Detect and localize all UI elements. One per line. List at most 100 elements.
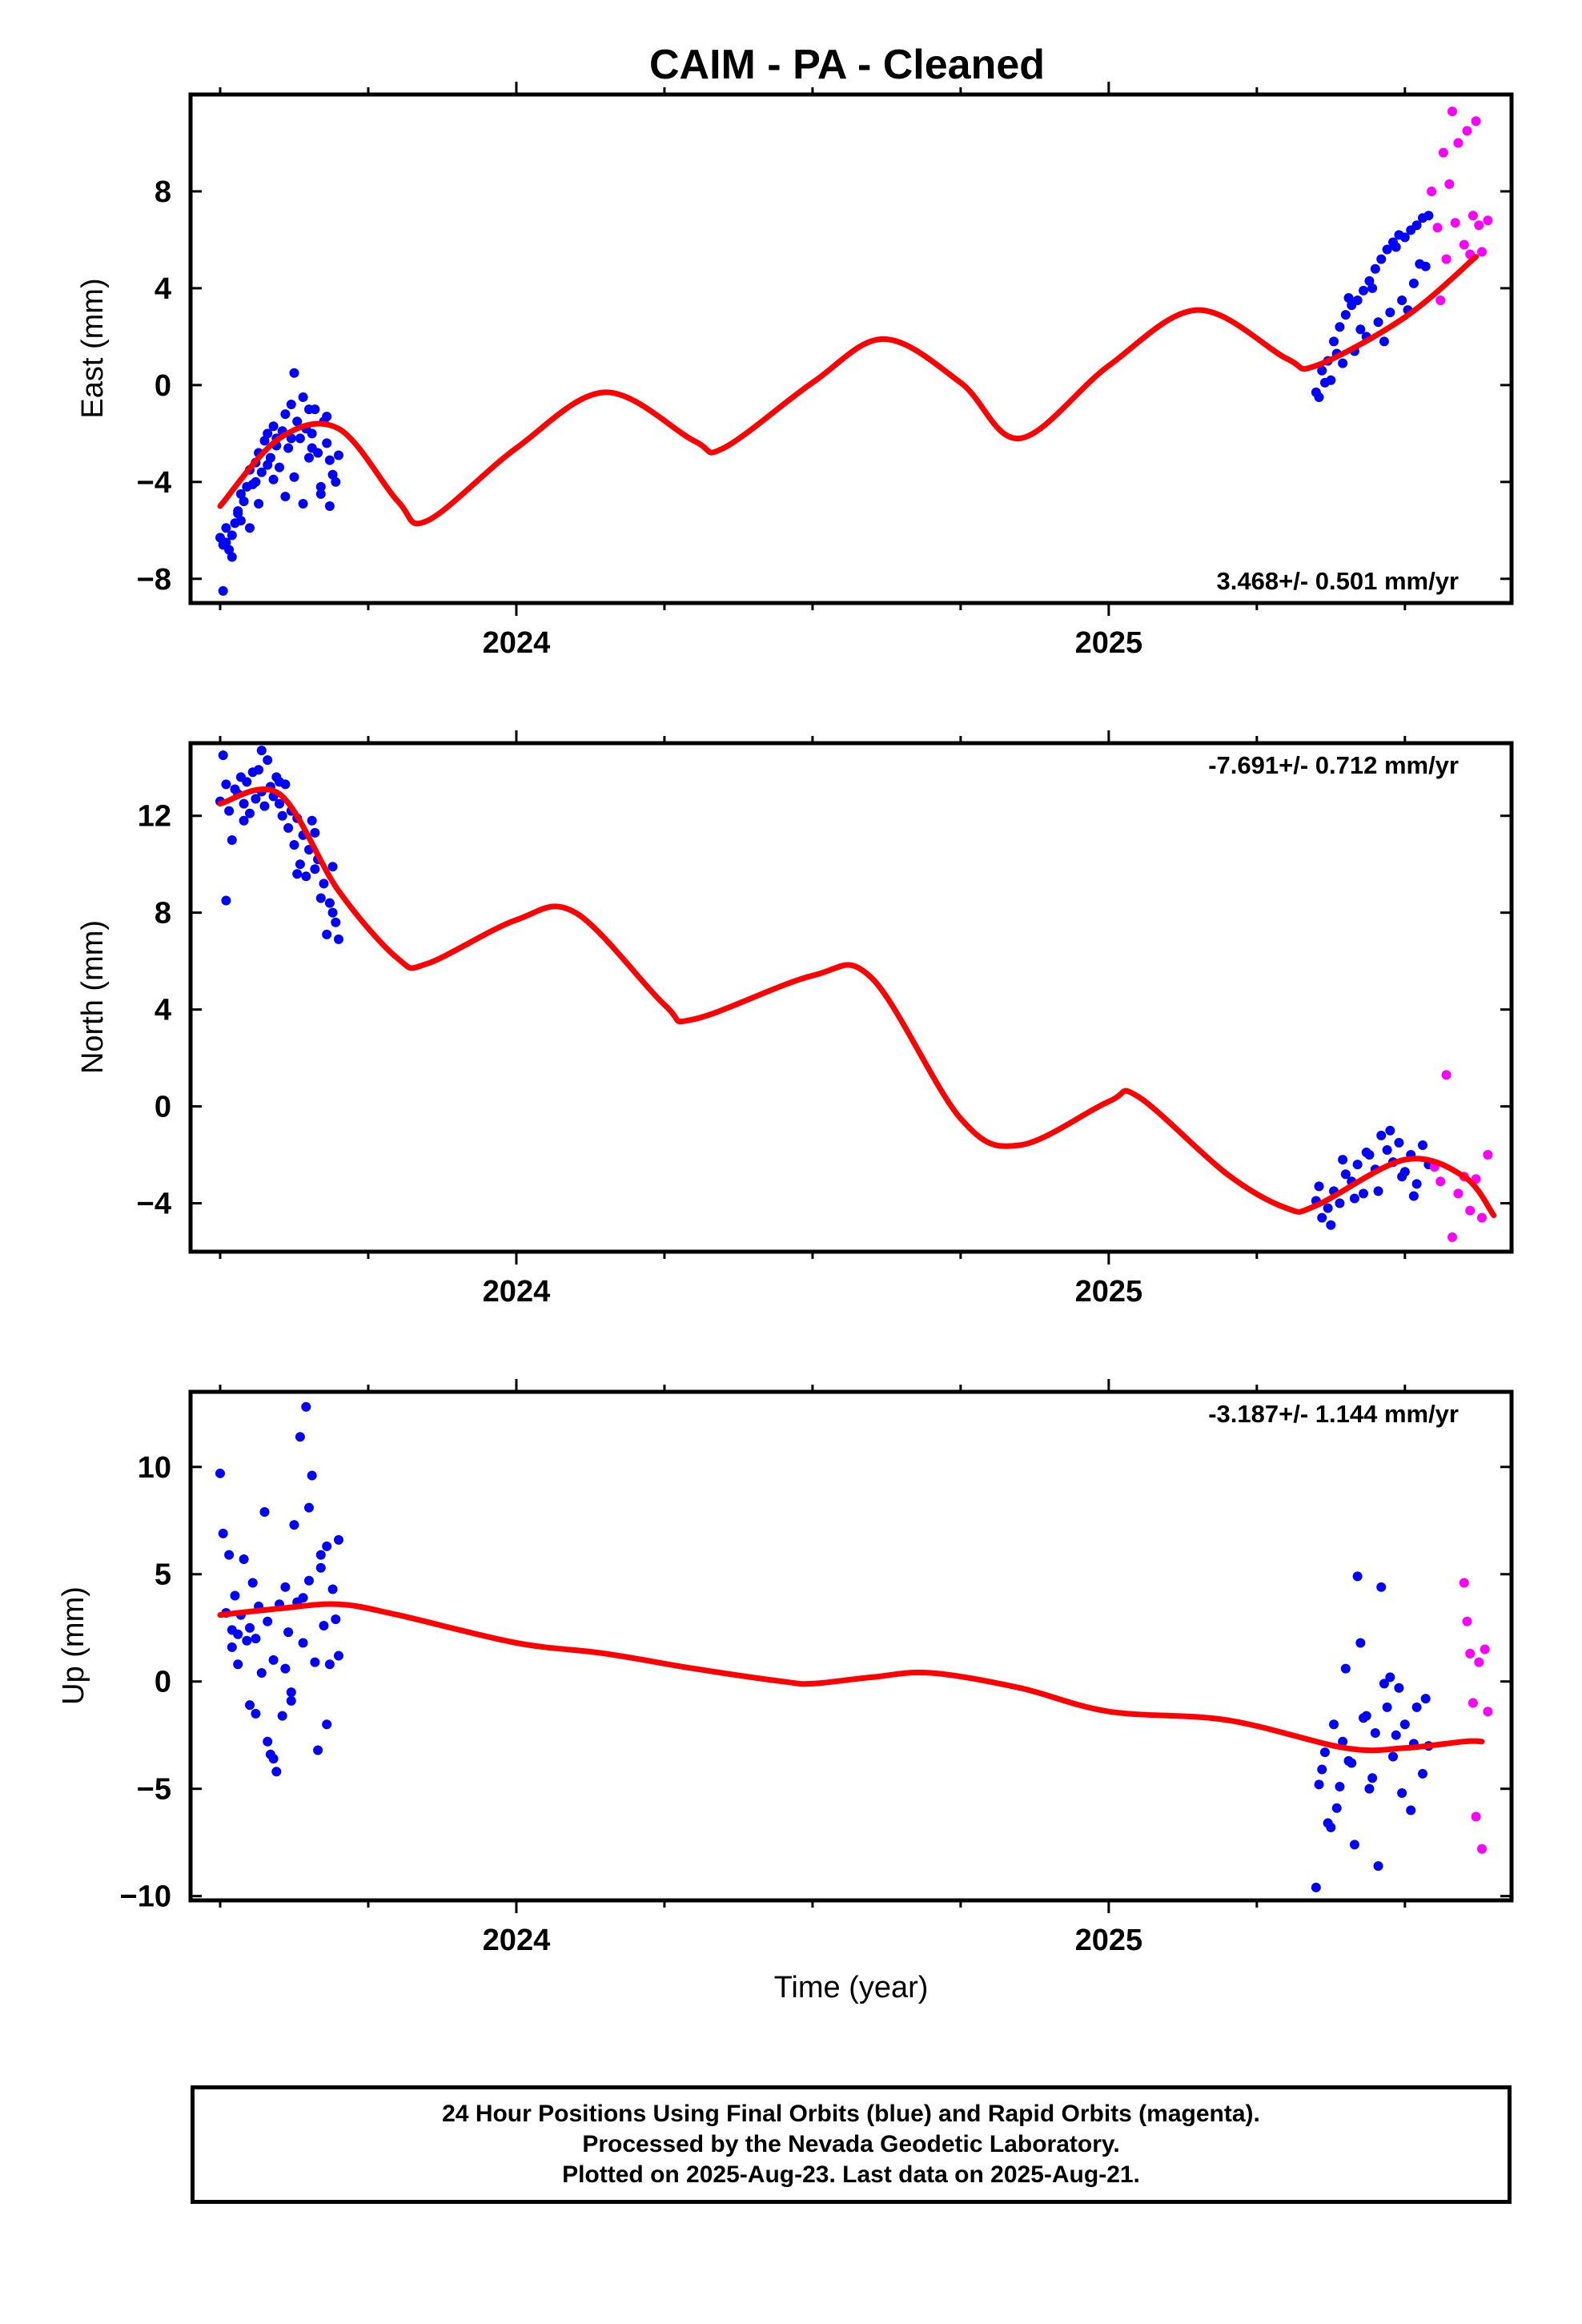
east-final-point — [283, 443, 294, 453]
up-final-point — [298, 1593, 308, 1603]
north-final-point — [283, 822, 294, 833]
east-final-point — [235, 489, 246, 499]
east-final-point — [239, 497, 249, 506]
up-final-point — [1397, 1788, 1407, 1799]
east-rapid-point — [1474, 220, 1484, 231]
east-final-point — [303, 452, 314, 463]
north-final-point — [1373, 1186, 1383, 1196]
north-final-point — [292, 869, 303, 879]
up-final-point — [1319, 1747, 1330, 1758]
up-final-point — [1343, 1755, 1354, 1766]
east-final-point — [224, 545, 235, 555]
north-final-point — [277, 810, 287, 821]
north-final-point — [1359, 1188, 1369, 1199]
chart-title: CAIM - PA - Cleaned — [649, 42, 1045, 88]
up-final-point — [1382, 1702, 1392, 1712]
east-final-point — [274, 462, 284, 472]
east-final-point — [333, 450, 343, 460]
caption-line-3: Plotted on 2025-Aug-23. Last data on 202… — [562, 2161, 1140, 2188]
north-final-point — [263, 755, 273, 766]
up-final-point — [286, 1687, 296, 1698]
north-final-point — [333, 934, 343, 944]
east-final-point — [227, 552, 237, 562]
north-final-point — [327, 862, 338, 872]
east-y-tick-label: 4 — [155, 272, 171, 306]
up-rapid-point — [1465, 1648, 1476, 1659]
east-final-point — [1343, 293, 1354, 303]
east-final-point — [251, 476, 261, 487]
up-final-point — [1355, 1638, 1366, 1648]
north-final-point — [221, 779, 231, 790]
north-final-point — [1314, 1181, 1324, 1192]
east-final-point — [322, 438, 332, 448]
up-final-point — [327, 1584, 338, 1594]
east-final-point — [265, 452, 275, 463]
east-final-point — [1376, 254, 1387, 264]
up-y-tick-label: −10 — [120, 1880, 171, 1914]
north-final-point — [322, 929, 332, 939]
east-final-point — [298, 499, 308, 509]
up-final-point — [289, 1520, 299, 1530]
east-final-point — [292, 416, 303, 427]
up-final-point — [1311, 1882, 1321, 1892]
east-final-point — [1335, 322, 1345, 332]
up-final-point — [280, 1582, 291, 1592]
up-final-point — [1361, 1711, 1371, 1721]
east-y-tick-label: 8 — [155, 175, 171, 209]
east-rapid-point — [1459, 239, 1469, 250]
up-final-point — [1376, 1582, 1387, 1592]
up-final-point — [242, 1635, 252, 1646]
up-final-point — [247, 1578, 258, 1588]
north-final-point — [331, 917, 341, 927]
north-final-point — [301, 871, 311, 882]
up-final-point — [277, 1711, 287, 1721]
east-final-point — [1411, 220, 1422, 231]
up-final-point — [1326, 1822, 1336, 1832]
north-final-point — [1376, 1130, 1387, 1140]
up-rapid-point — [1474, 1657, 1484, 1667]
north-final-point — [1326, 1220, 1336, 1230]
north-final-point — [274, 777, 284, 787]
up-final-point — [263, 1736, 273, 1747]
up-final-point — [286, 1695, 296, 1706]
up-rapid-point — [1462, 1616, 1472, 1626]
east-final-point — [1329, 336, 1339, 347]
up-final-point — [218, 1528, 228, 1538]
east-panel: East (mm) 3.468+/- 0.501 mm/yr −8 −4 0 4 8 20… — [76, 82, 1514, 660]
up-final-point — [1340, 1663, 1351, 1674]
north-rapid-point — [1441, 1070, 1452, 1080]
up-rapid-point — [1477, 1844, 1488, 1854]
up-final-point — [319, 1621, 329, 1631]
east-rapid-point — [1444, 179, 1455, 189]
north-final-point — [221, 895, 231, 906]
north-final-point — [227, 834, 237, 845]
north-final-point — [324, 898, 335, 908]
east-rapid-point — [1432, 223, 1443, 233]
east-final-point — [324, 455, 335, 465]
up-final-point — [1370, 1728, 1380, 1739]
north-final-point — [1394, 1137, 1404, 1148]
up-final-point — [227, 1642, 237, 1652]
north-final-point — [1397, 1172, 1407, 1182]
up-final-point — [230, 1590, 240, 1601]
up-final-point — [295, 1432, 305, 1442]
up-rate-label: -3.187+/- 1.144 mm/yr — [1208, 1400, 1459, 1428]
east-final-point — [315, 481, 326, 492]
up-plot-frame — [188, 1389, 1514, 1903]
north-final-point — [1418, 1140, 1428, 1150]
up-final-point — [1418, 1768, 1428, 1779]
north-final-point — [1335, 1198, 1345, 1208]
east-rapid-point — [1435, 296, 1446, 306]
east-rapid-point — [1447, 107, 1458, 117]
east-final-point — [1385, 308, 1395, 318]
up-marks: −10 −5 0 5 10 2024 2025 — [120, 1379, 1512, 1957]
east-rapid-point — [1477, 247, 1488, 257]
up-final-point — [1394, 1683, 1404, 1693]
north-final-point — [1317, 1212, 1327, 1223]
up-y-tick-label: 5 — [155, 1558, 171, 1592]
east-final-point — [1408, 278, 1419, 288]
east-final-point — [233, 509, 243, 519]
east-final-point — [331, 476, 341, 487]
north-final-point — [1411, 1179, 1422, 1189]
